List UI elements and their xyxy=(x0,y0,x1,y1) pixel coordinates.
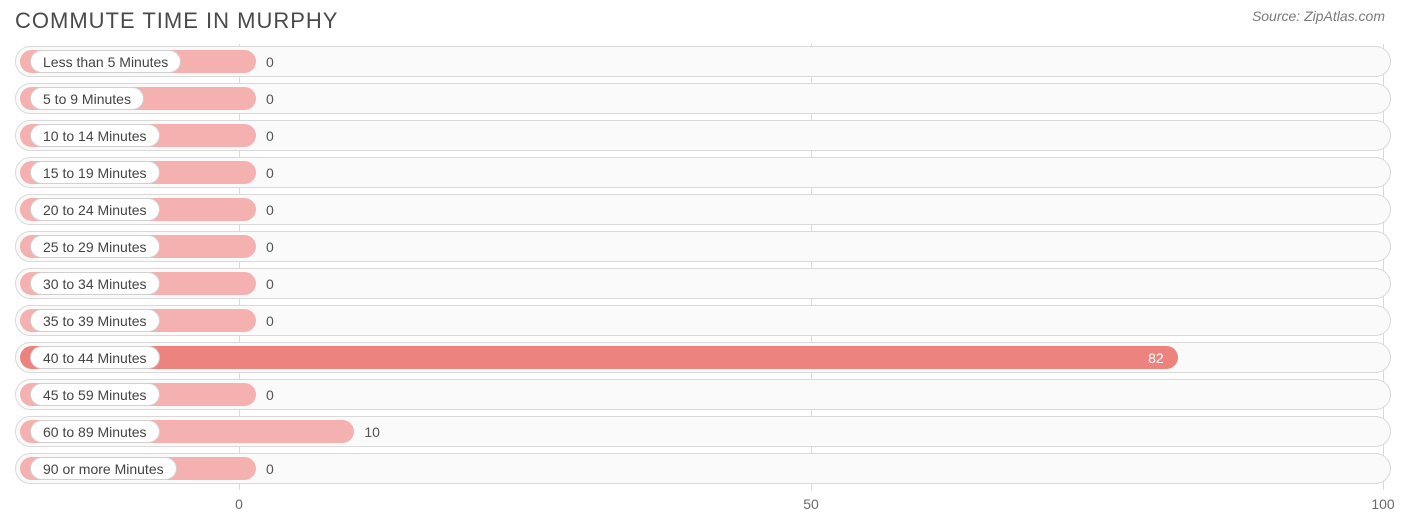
commute-time-chart: COMMUTE TIME IN MURPHY Source: ZipAtlas.… xyxy=(15,0,1391,523)
bar-row: 0 15 to 19 Minutes xyxy=(15,157,1391,188)
bar-value-label: 0 xyxy=(266,121,274,150)
x-tick-label: 50 xyxy=(803,496,819,512)
bar-value-label: 0 xyxy=(266,380,274,409)
bar-row: 0 45 to 59 Minutes xyxy=(15,379,1391,410)
x-tick-label: 0 xyxy=(235,496,243,512)
bar-row: 0 5 to 9 Minutes xyxy=(15,83,1391,114)
category-label: 40 to 44 Minutes xyxy=(30,346,160,369)
bar-row: 0 90 or more Minutes xyxy=(15,453,1391,484)
bar-row: 10 60 to 89 Minutes xyxy=(15,416,1391,447)
bar-row: 0 20 to 24 Minutes xyxy=(15,194,1391,225)
bar-value-label: 82 xyxy=(1148,343,1164,372)
category-label: 35 to 39 Minutes xyxy=(30,309,160,332)
chart-header: COMMUTE TIME IN MURPHY Source: ZipAtlas.… xyxy=(15,0,1391,38)
bar-row: 0 25 to 29 Minutes xyxy=(15,231,1391,262)
category-label: 10 to 14 Minutes xyxy=(30,124,160,147)
category-label: 60 to 89 Minutes xyxy=(30,420,160,443)
chart-title: COMMUTE TIME IN MURPHY xyxy=(15,8,338,34)
bar-row: 0 35 to 39 Minutes xyxy=(15,305,1391,336)
bar-value-label: 0 xyxy=(266,232,274,261)
bar-value-label: 0 xyxy=(266,158,274,187)
x-tick-label: 100 xyxy=(1371,496,1394,512)
bar-value-label: 0 xyxy=(266,84,274,113)
bar-value-label: 0 xyxy=(266,47,274,76)
bar-value-label: 0 xyxy=(266,269,274,298)
bar-row: 0 10 to 14 Minutes xyxy=(15,120,1391,151)
bar-row: 0 30 to 34 Minutes xyxy=(15,268,1391,299)
category-label: 5 to 9 Minutes xyxy=(30,87,144,110)
category-label: 30 to 34 Minutes xyxy=(30,272,160,295)
bar-value-label: 0 xyxy=(266,454,274,483)
bar-rows: 0 Less than 5 Minutes 0 5 to 9 Minutes 0 10 t… xyxy=(15,44,1391,490)
chart-source: Source: ZipAtlas.com xyxy=(1252,8,1391,24)
category-label: Less than 5 Minutes xyxy=(30,50,181,73)
bar-value-label: 0 xyxy=(266,195,274,224)
bar-value-label: 0 xyxy=(266,306,274,335)
bar-value-label: 10 xyxy=(364,417,380,446)
bar-row: 82 40 to 44 Minutes xyxy=(15,342,1391,373)
bar xyxy=(20,346,1178,369)
category-label: 90 or more Minutes xyxy=(30,457,177,480)
x-axis: 0 50 100 xyxy=(15,494,1391,518)
category-label: 20 to 24 Minutes xyxy=(30,198,160,221)
plot-area: 0 Less than 5 Minutes 0 5 to 9 Minutes 0 10 t… xyxy=(15,44,1391,490)
category-label: 25 to 29 Minutes xyxy=(30,235,160,258)
bar-row: 0 Less than 5 Minutes xyxy=(15,46,1391,77)
category-label: 45 to 59 Minutes xyxy=(30,383,160,406)
category-label: 15 to 19 Minutes xyxy=(30,161,160,184)
